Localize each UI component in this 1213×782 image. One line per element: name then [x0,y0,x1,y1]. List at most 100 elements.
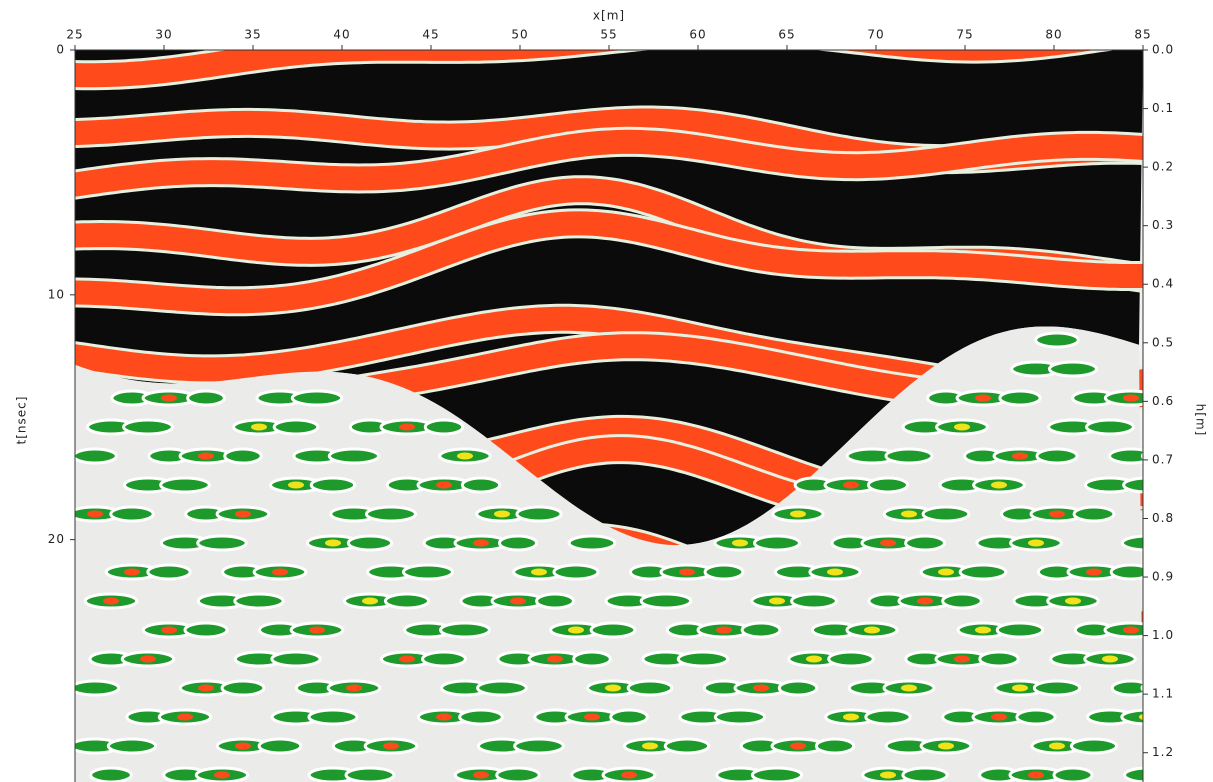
texture-blob [611,710,648,724]
y-tick-label: 10 [48,287,65,301]
texture-blob-core [954,424,970,431]
texture-blob-core [547,656,563,663]
texture-blob [641,594,691,608]
texture-blob [943,594,982,608]
texture-blob [111,507,153,521]
texture-blob-core [716,627,732,634]
texture-blob [779,681,817,695]
texture-blob [309,710,357,724]
texture-blob [1125,768,1170,782]
texture-blob-core [309,627,325,634]
texture-blob-core [568,627,584,634]
texture-blob [1054,768,1092,782]
texture-blob [1110,449,1153,463]
texture-blob-core [251,424,267,431]
y2-tick-label: 0.1 [1152,101,1174,115]
texture-blob [1087,420,1134,434]
texture-blob [1000,391,1040,405]
texture-blob [403,565,452,579]
texture-blob [665,739,708,753]
texture-blob [742,623,780,637]
texture-blob [1122,710,1172,724]
texture-blob-core [399,656,415,663]
texture-blob [1159,768,1209,782]
y2-tick-label: 1.1 [1152,687,1174,701]
texture-blob [329,449,378,463]
texture-blob-core [124,569,140,576]
texture-blob-core [1049,511,1065,518]
texture-blob [866,710,910,724]
texture-blob-core [679,569,695,576]
texture-blob-core [769,598,785,605]
texture-blob [198,536,247,550]
x-tick-label: 75 [956,28,973,42]
radargram-image [65,30,1210,782]
texture-blob [1017,710,1055,724]
texture-blob [628,681,672,695]
texture-blob-core [494,511,510,518]
texture-blob-core [1028,540,1044,547]
texture-blob-core [954,656,970,663]
texture-blob-core [843,714,859,721]
texture-blob-core [901,685,917,692]
texture-blob-core [235,511,251,518]
texture-blob-core [103,598,119,605]
texture-blob [311,478,354,492]
texture-blob [425,420,463,434]
y2-tick-label: 0.0 [1152,43,1174,57]
y2-tick-label: 0.8 [1152,511,1174,525]
x-tick-label: 55 [600,28,617,42]
texture-blob [1034,681,1079,695]
texture-blob-core [383,743,399,750]
texture-blob-core [1012,453,1028,460]
y-axis-label: t[nsec] [15,396,29,445]
texture-blob [591,623,635,637]
texture-blob-core [938,569,954,576]
texture-blob [460,710,503,724]
texture-blob-core [991,714,1007,721]
y-tick-label: 0 [56,43,65,57]
x-tick-label: 65 [778,28,795,42]
x-axis-label: x[m] [593,9,625,23]
texture-blob [124,420,173,434]
texture-blob [185,623,227,637]
texture-blob-core [198,453,214,460]
texture-blob [997,623,1042,637]
texture-blob-core [161,395,177,402]
texture-blob [274,420,318,434]
texture-blob-core [140,656,156,663]
texture-blob [574,652,611,666]
texture-blob [1159,594,1208,608]
x-tick-label: 40 [333,28,350,42]
texture-blob [868,478,907,492]
texture-blob [225,449,262,463]
x-tick-label: 70 [867,28,884,42]
texture-blob-core [790,743,806,750]
x-tick-label: 35 [244,28,261,42]
texture-blob [906,536,945,550]
x-tick-label: 45 [422,28,439,42]
texture-blob [705,565,743,579]
texture-blob [222,681,264,695]
texture-blob [960,565,1006,579]
texture-blob [755,536,800,550]
y2-tick-label: 0.3 [1152,218,1174,232]
texture-blob [903,768,947,782]
texture-blob-core [938,743,954,750]
texture-blob [1122,536,1171,550]
texture-blob [499,536,536,550]
texture-blob-core [1123,395,1139,402]
y2-tick-label: 0.2 [1152,160,1174,174]
texture-blob [816,739,853,753]
x-tick-label: 50 [511,28,528,42]
texture-blob-core [975,627,991,634]
texture-blob [554,565,598,579]
texture-blob [188,391,225,405]
y2-tick-label: 1.2 [1152,745,1174,759]
texture-blob-core [214,772,230,779]
texture-blob [569,536,615,550]
texture-blob-core [1065,598,1081,605]
texture-blob [715,710,764,724]
texture-blob [1071,739,1116,753]
texture-blob [1074,507,1114,521]
